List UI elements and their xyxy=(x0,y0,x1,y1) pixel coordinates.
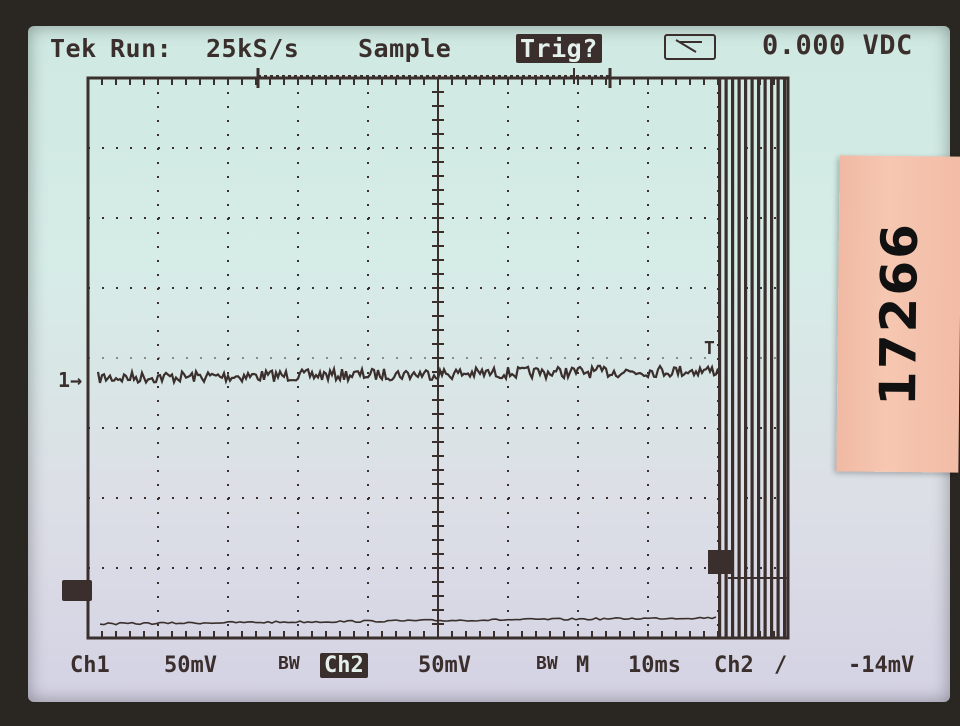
asset-tag-sticker: 17266 xyxy=(836,155,960,473)
ch2-label: Ch2 xyxy=(320,653,368,678)
ch2-bandwidth-limit: BW xyxy=(536,653,558,674)
ch1-bandwidth-limit: BW xyxy=(278,653,300,674)
roll-mode-bar xyxy=(750,78,754,638)
roll-mode-bar xyxy=(737,78,741,638)
ch2-trace xyxy=(99,616,717,626)
asset-tag-number: 17266 xyxy=(869,221,929,407)
ch1-trace xyxy=(96,363,720,386)
oscilloscope-screen: Tek Run: 25kS/s Sample Trig? 0.000 VDC 1… xyxy=(28,26,950,702)
ch2-ground-marker: 2→ xyxy=(62,580,92,601)
graticule xyxy=(86,68,790,640)
ch1-label: Ch1 xyxy=(70,653,110,678)
roll-mode-bar xyxy=(763,78,767,638)
roll-mode-bar xyxy=(783,78,787,638)
brand-label: Tek xyxy=(50,34,97,63)
ch2-scale: 50mV xyxy=(418,653,471,678)
acquisition-mode: Sample xyxy=(358,34,452,63)
roll-mode-bar xyxy=(731,78,735,638)
traces xyxy=(96,78,788,638)
timebase-mode: M xyxy=(576,653,590,678)
trigger-source: Ch2 xyxy=(714,653,754,678)
trigger-slope-icon: / xyxy=(774,653,788,678)
roll-mode-bar xyxy=(770,78,774,638)
timebase-value: 10ms xyxy=(628,653,681,678)
roll-mode-bar xyxy=(776,78,780,638)
roll-mode-bar xyxy=(724,78,728,638)
roll-mode-bar xyxy=(757,78,761,638)
dc-readout: 0.000 VDC xyxy=(762,30,913,61)
ch1-scale: 50mV xyxy=(164,653,217,678)
ch2-block-marker xyxy=(708,550,732,574)
trigger-status-badge: Trig? xyxy=(516,34,602,63)
roll-mode-bar xyxy=(744,78,748,638)
roll-mode-bar xyxy=(718,78,722,638)
waveform-display xyxy=(86,68,790,640)
dc-meter-icon xyxy=(664,34,716,60)
trigger-level-marker: T xyxy=(704,338,715,359)
meter-needle-icon xyxy=(675,39,702,53)
trigger-level: -14mV xyxy=(848,653,915,678)
sample-rate: 25kS/s xyxy=(206,34,300,63)
ch1-ground-marker: 1→ xyxy=(58,368,83,392)
run-state: Run: xyxy=(110,34,173,63)
